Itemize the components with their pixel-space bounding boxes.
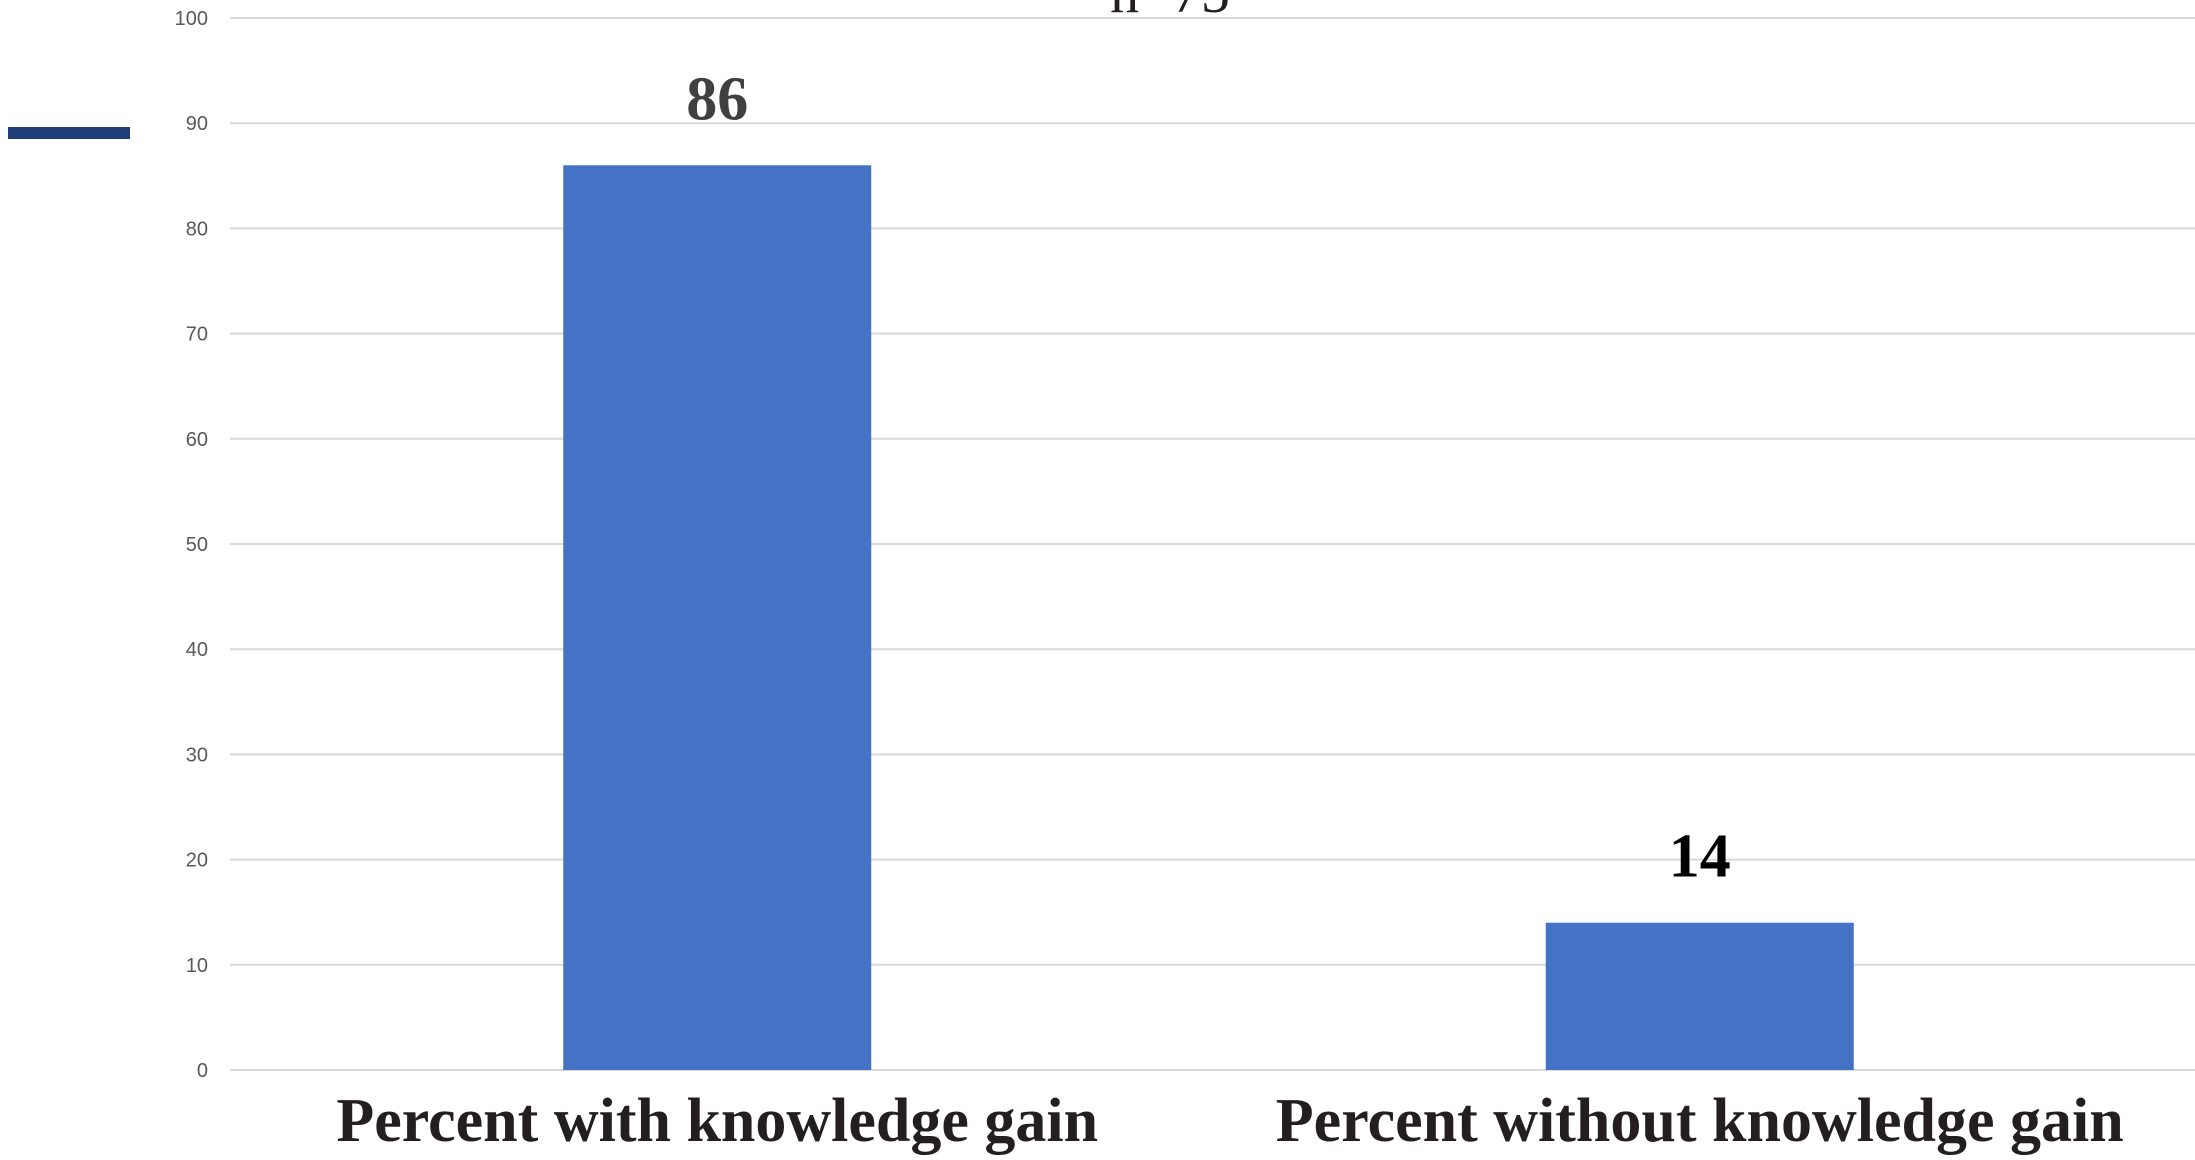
- y-tick-label: 60: [186, 429, 208, 451]
- y-tick-label: 90: [186, 113, 208, 135]
- legend-swatch: [8, 127, 130, 139]
- bar: [563, 165, 872, 1070]
- y-tick-label: 100: [175, 8, 208, 30]
- y-tick-label: 30: [186, 744, 208, 766]
- category-label: Percent with knowledge gain: [336, 1087, 1098, 1155]
- chart-title: n=75: [1110, 0, 1230, 25]
- category-label: Percent without knowledge gain: [1276, 1087, 2124, 1155]
- bars: [563, 165, 1854, 1070]
- data-label: 14: [1669, 823, 1731, 891]
- y-tick-label: 70: [186, 324, 208, 346]
- data-labels: 86 14: [686, 65, 1731, 890]
- y-tick-label: 20: [186, 850, 208, 872]
- category-labels: Percent with knowledge gain Percent witho…: [336, 1087, 2123, 1155]
- data-label: 86: [686, 65, 748, 133]
- y-tick-label: 40: [186, 639, 208, 661]
- y-tick-label: 50: [186, 534, 208, 556]
- y-tick-label: 0: [197, 1060, 208, 1082]
- gridlines: [230, 17, 2195, 1071]
- y-axis-ticks: 0 10 20 30 40 50 60 70 80 90 100: [175, 8, 208, 1082]
- y-tick-label: 10: [186, 955, 208, 977]
- bar: [1545, 922, 1854, 1070]
- y-tick-label: 80: [186, 218, 208, 240]
